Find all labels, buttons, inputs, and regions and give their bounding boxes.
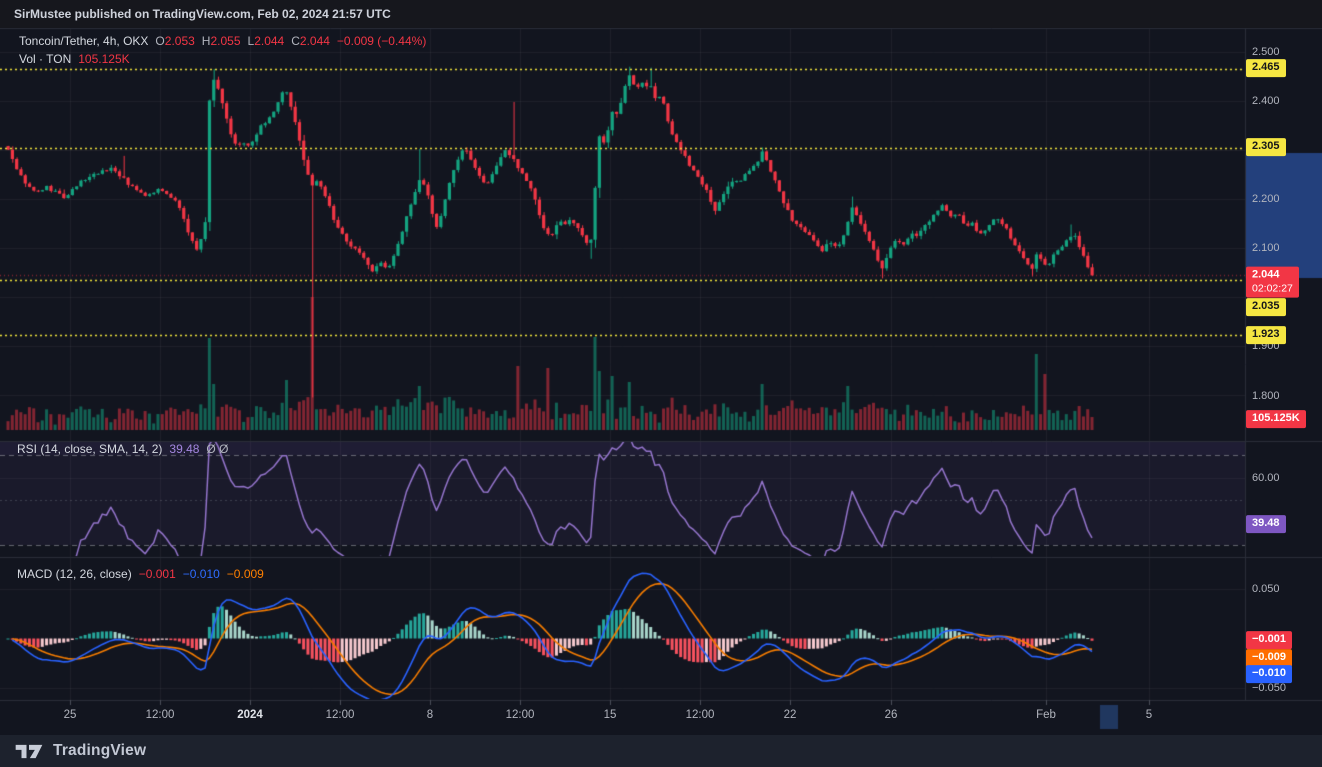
time-axis-label: 8 (426, 709, 434, 721)
price-level-tag: 2.035 (1246, 298, 1286, 316)
time-axis-label: 15 (603, 709, 617, 721)
price-axis-label: 1.800 (1252, 390, 1280, 402)
price-level-tag: 2.305 (1246, 138, 1286, 156)
change-value: −0.009 (−0.44%) (336, 34, 427, 48)
header-bar: SirMustee published on TradingView.com, … (0, 0, 1322, 28)
rsi-value-tag: 39.48 (1246, 515, 1286, 533)
macd-title: MACD (12, 26, close) (17, 567, 132, 581)
ohlc-open-value: 2.053 (164, 34, 195, 48)
tradingview-logo-icon[interactable] (14, 742, 44, 761)
volume-value-tag: 105.125K (1246, 410, 1306, 428)
price-level-tag: 1.923 (1246, 326, 1286, 344)
ohlc-low-label: L (247, 34, 255, 48)
rsi-title: RSI (14, close, SMA, 14, 2) (17, 442, 163, 456)
macd-line-value: −0.010 (182, 567, 220, 581)
countdown-timer: 02:02:27 (1252, 282, 1293, 295)
ohlc-low-value: 2.044 (254, 34, 285, 48)
time-axis-label: 12:00 (325, 709, 355, 721)
macd-signal-value: −0.009 (226, 567, 264, 581)
footer-bar: TradingView (0, 735, 1322, 767)
ohlc-high-value: 2.055 (210, 34, 241, 48)
symbol-title: Toncoin/Tether, 4h, OKX (19, 34, 149, 48)
macd-value-tag: −0.009 (1246, 649, 1292, 667)
rsi-legend[interactable]: RSI (14, close, SMA, 14, 2) 39.48 Ø Ø (17, 442, 228, 456)
ohlc-high-label: H (201, 34, 211, 48)
ohlc-open-label: O (155, 34, 165, 48)
time-axis-label: 12:00 (505, 709, 535, 721)
volume-title: Vol · TON (19, 52, 72, 66)
time-axis-label: Feb (1036, 709, 1056, 721)
volume-value: 105.125K (78, 52, 130, 66)
published-line: SirMustee published on TradingView.com, … (14, 7, 391, 21)
macd-value-tag: −0.010 (1246, 665, 1292, 683)
ohlc-close-value: 2.044 (299, 34, 330, 48)
time-axis-label: 5 (1145, 709, 1153, 721)
ohlc-close-label: C (291, 34, 300, 48)
rsi-value: 39.48 (169, 442, 200, 456)
time-axis-label: 2024 (237, 709, 263, 721)
time-axis-label: 12:00 (145, 709, 175, 721)
price-axis-label: 2.500 (1252, 46, 1280, 58)
last-price-tag: 2.044 02:02:27 (1246, 266, 1299, 298)
time-axis-label: 26 (884, 709, 898, 721)
symbol-legend[interactable]: Toncoin/Tether, 4h, OKX O2.053 H2.055 L2… (19, 34, 426, 48)
price-axis-label: 2.200 (1252, 193, 1280, 205)
price-axis-label: 2.100 (1252, 242, 1280, 254)
macd-legend[interactable]: MACD (12, 26, close) −0.001 −0.010 −0.00… (17, 567, 264, 581)
macd-axis-label: −0.050 (1252, 682, 1286, 694)
brand-name[interactable]: TradingView (53, 742, 147, 759)
macd-hist-value: −0.001 (138, 567, 176, 581)
price-axis-label: 2.400 (1252, 95, 1280, 107)
price-level-tag: 2.465 (1246, 59, 1286, 77)
time-axis-label: 25 (63, 709, 77, 721)
volume-legend[interactable]: Vol · TON 105.125K (19, 52, 130, 66)
macd-value-tag: −0.001 (1246, 631, 1292, 649)
time-axis-label: 22 (783, 709, 797, 721)
rsi-ma-values: Ø Ø (206, 442, 229, 456)
macd-axis-label: 0.050 (1252, 583, 1280, 595)
time-axis-label: 12:00 (685, 709, 715, 721)
rsi-axis-label: 60.00 (1252, 472, 1280, 484)
